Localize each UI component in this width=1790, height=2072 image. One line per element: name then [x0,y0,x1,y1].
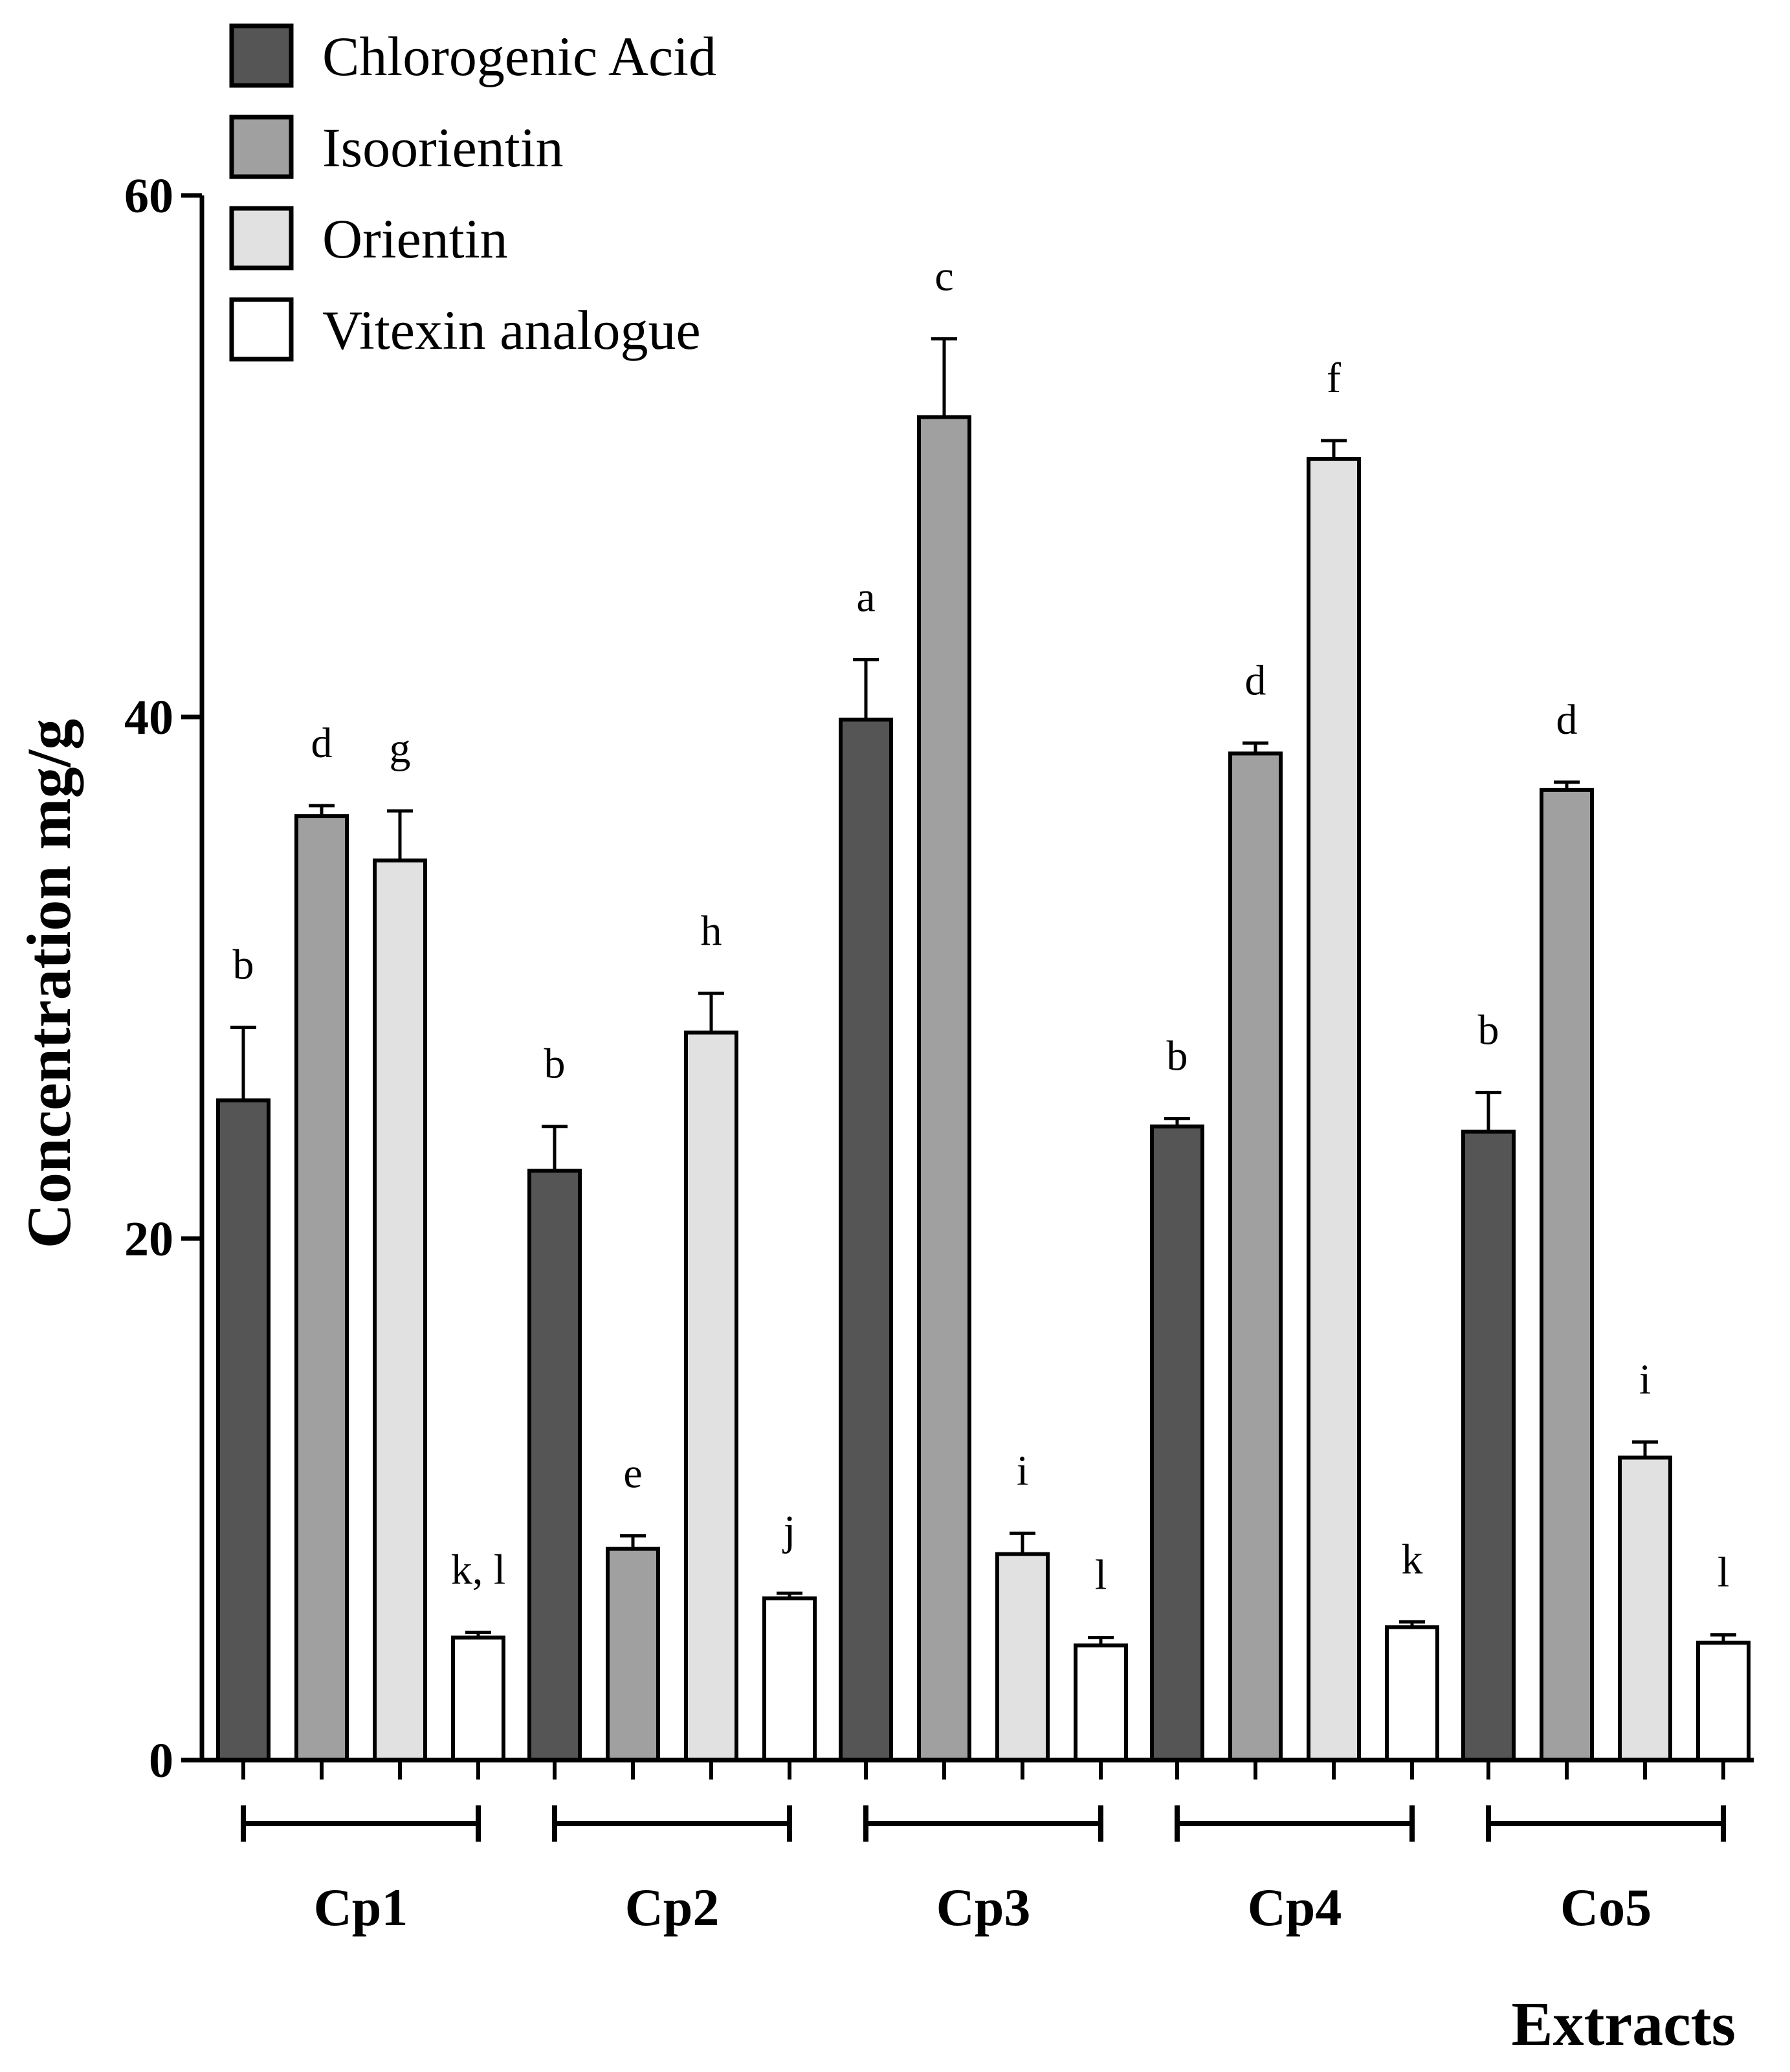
significance-label: e [623,1449,642,1497]
significance-label: j [782,1507,795,1554]
bar-cp1-isoorientin [294,814,349,1762]
significance-label: d [1556,696,1578,744]
bar-cp3-vitexin-analogue [1074,1643,1128,1762]
legend-swatch [229,297,294,362]
bar-cp3-isoorientin [917,415,971,1762]
bar-co5-isoorientin [1540,788,1594,1762]
y-axis-title: Concentration mg/g [14,719,83,1249]
legend-label: Isoorientin [322,116,564,179]
significance-label: a [856,573,875,621]
bar-cp1-orientin [373,858,427,1762]
significance-label: c [934,253,953,300]
significance-label: i [1017,1447,1028,1494]
bar-cp3-orientin [995,1552,1050,1762]
y-tick-label: 60 [124,169,173,223]
bar-cp2-vitexin-analogue [762,1596,817,1762]
significance-label: l [1095,1552,1107,1599]
y-tick-label: 0 [149,1734,173,1788]
legend-label: Vitexin analogue [322,299,701,361]
x-axis-title: Extracts [1511,1989,1736,2058]
legend-label: Chlorogenic Acid [322,25,716,87]
bar-cp1-vitexin-analogue [451,1635,505,1763]
axes: 0 20 40 60 Cp1 Cp2 Cp3 Cp4 Co5 [124,169,1754,1937]
legend-swatch [229,23,294,88]
bar-cp4-orientin [1307,457,1361,1762]
legend: Chlorogenic Acid Isoorientin Orientin Vitex… [229,23,716,362]
bar-cp4-vitexin-analogue [1385,1625,1439,1762]
significance-label: h [701,907,722,954]
category-label-cp2: Cp2 [625,1878,720,1937]
category-label-cp4: Cp4 [1248,1878,1342,1937]
y-tick-label: 40 [124,690,173,745]
bar-co5-vitexin-analogue [1696,1640,1751,1762]
bar-cp2-orientin [684,1030,738,1762]
bar-cp2-isoorientin [606,1547,660,1763]
legend-swatch [229,115,294,179]
y-tick-label: 20 [124,1212,173,1266]
bar-cp1-chlorogenic-acid [216,1098,271,1763]
significance-label: b [1478,1006,1499,1053]
significance-label: k [1402,1536,1423,1583]
bar-co5-orientin [1618,1455,1672,1763]
legend-label: Orientin [322,208,508,270]
significance-label: b [544,1041,566,1088]
bar-cp4-chlorogenic-acid [1150,1124,1204,1762]
bar-cp2-chlorogenic-acid [527,1169,582,1762]
bar-co5-chlorogenic-acid [1461,1129,1516,1762]
significance-label: g [390,725,411,772]
significance-label: b [233,942,254,989]
category-label-co5: Co5 [1560,1878,1652,1937]
category-label-cp1: Cp1 [314,1878,408,1937]
significance-label: d [311,720,333,767]
bars-layer: b b a b b d e c d d g h i f i k, l j l k l [216,253,1751,1763]
significance-label: i [1639,1356,1651,1403]
legend-swatch [229,206,294,270]
significance-label: b [1167,1033,1188,1080]
significance-label: l [1718,1549,1729,1596]
significance-label: f [1327,355,1341,402]
bar-cp3-chlorogenic-acid [839,718,893,1762]
category-label-cp3: Cp3 [936,1878,1031,1937]
significance-label: d [1245,657,1266,704]
significance-label: k, l [451,1547,505,1594]
bar-cp4-isoorientin [1228,751,1283,1762]
